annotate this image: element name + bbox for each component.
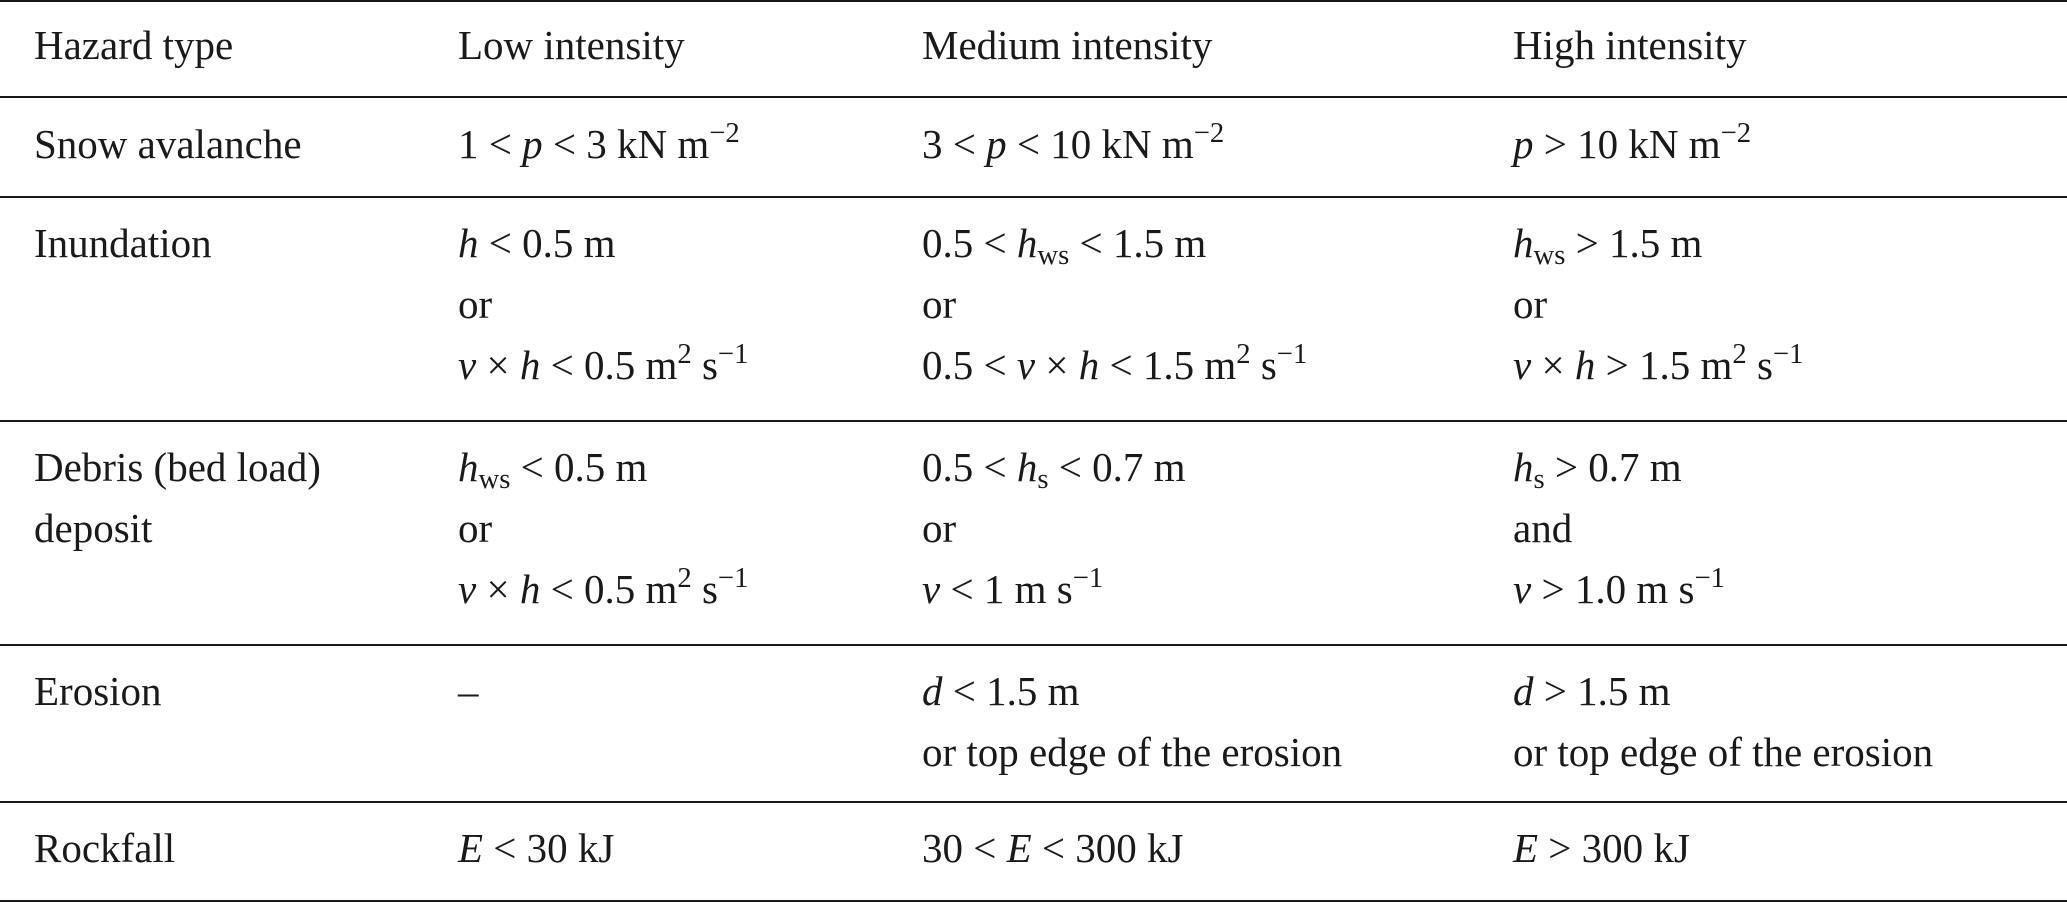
header-high-intensity: High intensity [1513,22,1747,68]
cell-line: 30 < E < 300 kJ [922,825,1184,871]
cell-hazard-inundation: Inundation [34,213,212,274]
cell-medium-rockfall: 30 < E < 300 kJ [922,818,1184,879]
cell-line: hws > 1.5 m [1513,220,1703,272]
table-bottom-rule [0,900,2067,902]
table-top-rule [0,0,2067,2]
cell-line: Rockfall [34,825,176,871]
cell-line: or [922,505,957,551]
cell-high-inundation: hws > 1.5 m or v × h > 1.5 m2 s−1 [1513,213,1803,396]
cell-line: 3 < p < 10 kN m−2 [922,117,1225,167]
cell-line: p > 10 kN m−2 [1513,117,1752,167]
cell-high-rockfall: E > 300 kJ [1513,818,1690,879]
cell-hazard-erosion: Erosion [34,661,162,722]
header-rule [0,96,2067,98]
cell-line: Erosion [34,668,162,714]
cell-medium-inundation: 0.5 < hws < 1.5 m or 0.5 < v × h < 1.5 m2 … [922,213,1307,396]
row-divider [0,801,2067,803]
header-hazard-type: Hazard type [34,22,234,68]
cell-line: or top edge of the erosion [922,729,1343,775]
cell-line: 0.5 < hs < 0.7 m [922,444,1186,496]
cell-line: E > 300 kJ [1513,825,1690,871]
cell-low-snow-avalanche: 1 < p < 3 kN m−2 [458,114,740,175]
cell-low-erosion: – [458,661,479,722]
row-divider [0,420,2067,422]
cell-medium-debris-deposit: 0.5 < hs < 0.7 m or v < 1 m s−1 [922,437,1186,620]
cell-line: 1 < p < 3 kN m−2 [458,117,740,167]
cell-line: h < 0.5 m [458,220,616,266]
cell-line: hs > 0.7 m [1513,444,1682,496]
cell-hazard-debris-deposit: Debris (bed load) deposit [34,437,321,559]
cell-medium-erosion: d < 1.5 m or top edge of the erosion [922,661,1342,783]
cell-line: v > 1.0 m s−1 [1513,562,1725,612]
cell-high-debris-deposit: hs > 0.7 m and v > 1.0 m s−1 [1513,437,1725,620]
cell-line: v < 1 m s−1 [922,562,1104,612]
cell-line: hws < 0.5 m [458,444,648,496]
cell-line: or [1513,281,1548,327]
cell-low-debris-deposit: hws < 0.5 m or v × h < 0.5 m2 s−1 [458,437,748,620]
row-divider [0,196,2067,198]
row-divider [0,644,2067,646]
cell-line: Snow avalanche [34,121,302,167]
cell-hazard-rockfall: Rockfall [34,818,175,879]
cell-line: and [1513,505,1573,551]
cell-line: deposit [34,505,153,551]
cell-hazard-snow-avalanche: Snow avalanche [34,114,302,175]
cell-line: 0.5 < hws < 1.5 m [922,220,1207,272]
cell-line: Inundation [34,220,212,266]
header-low-intensity: Low intensity [458,22,685,68]
cell-line: or [922,281,957,327]
cell-low-inundation: h < 0.5 m or v × h < 0.5 m2 s−1 [458,213,748,396]
cell-line: d > 1.5 m [1513,668,1671,714]
cell-line: 0.5 < v × h < 1.5 m2 s−1 [922,338,1308,388]
cell-line: d < 1.5 m [922,668,1080,714]
header-medium-intensity: Medium intensity [922,22,1213,68]
cell-high-snow-avalanche: p > 10 kN m−2 [1513,114,1751,175]
cell-medium-snow-avalanche: 3 < p < 10 kN m−2 [922,114,1224,175]
cell-line: Debris (bed load) [34,444,321,490]
cell-line: – [458,668,479,714]
cell-low-rockfall: E < 30 kJ [458,818,614,879]
cell-line: or [458,505,493,551]
cell-line: v × h < 0.5 m2 s−1 [458,338,749,388]
cell-line: or [458,281,493,327]
cell-line: v × h > 1.5 m2 s−1 [1513,338,1804,388]
cell-line: or top edge of the erosion [1513,729,1934,775]
cell-high-erosion: d > 1.5 m or top edge of the erosion [1513,661,1933,783]
cell-line: E < 30 kJ [458,825,615,871]
cell-line: v × h < 0.5 m2 s−1 [458,562,749,612]
